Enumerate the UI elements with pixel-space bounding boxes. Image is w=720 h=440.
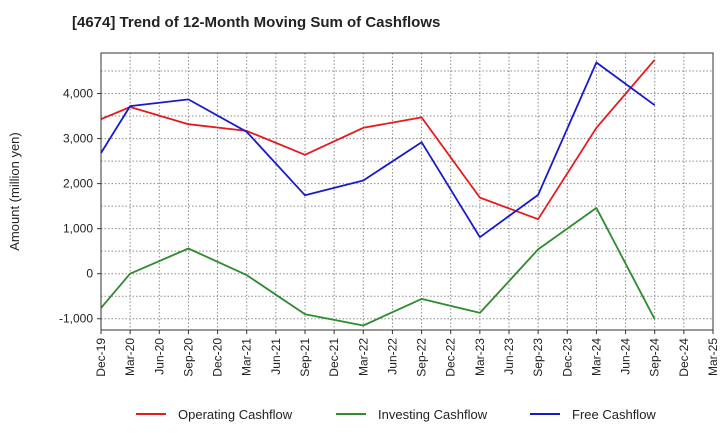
chart-title: [4674] Trend of 12-Month Moving Sum of C… bbox=[72, 14, 441, 31]
x-tick-label: Dec-21 bbox=[327, 338, 341, 377]
x-tick-label: Mar-24 bbox=[589, 338, 603, 376]
x-tick-label: Jun-23 bbox=[502, 338, 516, 375]
x-tick-label: Dec-24 bbox=[677, 338, 691, 377]
x-tick-label: Mar-23 bbox=[473, 338, 487, 376]
x-tick-label: Jun-21 bbox=[269, 338, 283, 375]
x-tick-label: Dec-23 bbox=[560, 338, 574, 377]
y-tick-label: 3,000 bbox=[63, 132, 93, 146]
plot-area bbox=[101, 53, 713, 330]
y-tick-label: 2,000 bbox=[63, 177, 93, 191]
legend-label-free-cashflow: Free Cashflow bbox=[572, 407, 656, 422]
x-tick-label: Sep-20 bbox=[181, 338, 195, 377]
y-tick-label: -1,000 bbox=[59, 312, 93, 326]
x-tick-label: Dec-19 bbox=[94, 338, 108, 377]
legend: Operating Cashflow Investing Cashflow Free… bbox=[136, 407, 656, 422]
series-line-investing-cashflow bbox=[100, 206, 656, 327]
series-line-operating-cashflow bbox=[100, 59, 656, 221]
y-axis-ticks: -1,000 0 1,000 2,000 3,000 4,000 bbox=[59, 87, 101, 326]
y-tick-label: 4,000 bbox=[63, 87, 93, 101]
series-line-free-cashflow bbox=[100, 61, 656, 239]
series-lines bbox=[100, 59, 656, 327]
x-tick-label: Mar-21 bbox=[240, 338, 254, 376]
plot-frame bbox=[100, 52, 714, 331]
grid-lines bbox=[100, 53, 714, 330]
x-tick-label: Jun-20 bbox=[152, 338, 166, 375]
x-tick-label: Mar-25 bbox=[706, 338, 720, 376]
x-tick-label: Sep-24 bbox=[648, 338, 662, 377]
x-tick-label: Jun-24 bbox=[619, 338, 633, 375]
x-tick-label: Mar-20 bbox=[123, 338, 137, 376]
y-axis-title: Amount (million yen) bbox=[7, 132, 22, 251]
x-tick-label: Jun-22 bbox=[385, 338, 399, 375]
x-tick-label: Dec-22 bbox=[444, 338, 458, 377]
x-tick-label: Mar-22 bbox=[356, 338, 370, 376]
legend-label-operating-cashflow: Operating Cashflow bbox=[178, 407, 293, 422]
legend-label-investing-cashflow: Investing Cashflow bbox=[378, 407, 488, 422]
y-tick-label: 0 bbox=[86, 267, 93, 281]
y-tick-label: 1,000 bbox=[63, 222, 93, 236]
x-tick-label: Dec-20 bbox=[211, 338, 225, 377]
x-tick-label: Sep-22 bbox=[415, 338, 429, 377]
x-axis-ticks: Dec-19 Mar-20 Jun-20 Sep-20 Dec-20 Mar-21 Jun-… bbox=[94, 330, 720, 377]
x-tick-label: Sep-23 bbox=[531, 338, 545, 377]
x-tick-label: Sep-21 bbox=[298, 338, 312, 377]
